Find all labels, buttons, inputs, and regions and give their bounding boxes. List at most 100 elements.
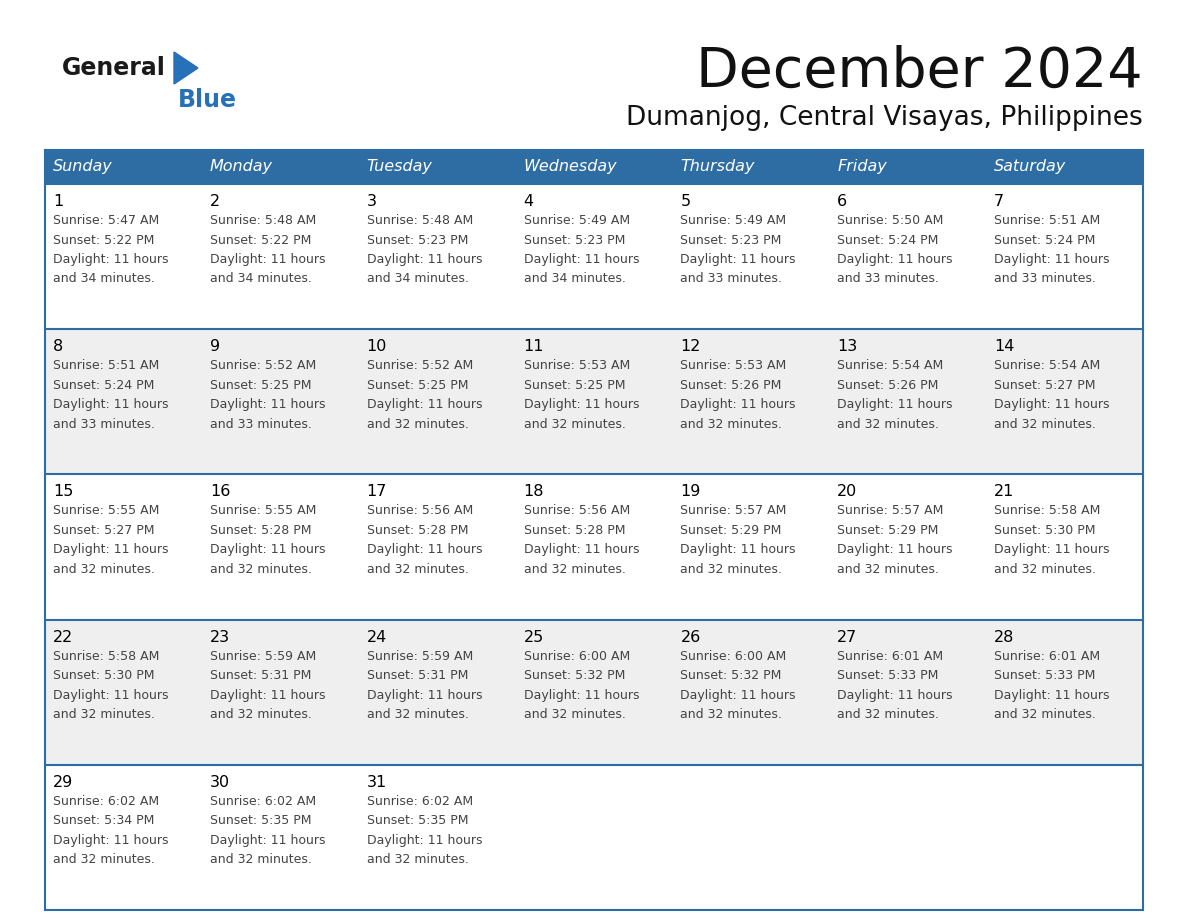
Text: Daylight: 11 hours: Daylight: 11 hours xyxy=(681,543,796,556)
Text: Daylight: 11 hours: Daylight: 11 hours xyxy=(367,834,482,846)
Text: Daylight: 11 hours: Daylight: 11 hours xyxy=(524,688,639,701)
Text: and 33 minutes.: and 33 minutes. xyxy=(838,273,940,285)
Text: and 32 minutes.: and 32 minutes. xyxy=(524,418,625,431)
Bar xyxy=(45,765,202,910)
Text: Sunset: 5:30 PM: Sunset: 5:30 PM xyxy=(994,524,1095,537)
Text: 6: 6 xyxy=(838,194,847,209)
Text: and 32 minutes.: and 32 minutes. xyxy=(681,563,783,576)
Text: and 32 minutes.: and 32 minutes. xyxy=(367,563,468,576)
Text: 1: 1 xyxy=(53,194,63,209)
Text: Sunset: 5:31 PM: Sunset: 5:31 PM xyxy=(367,669,468,682)
Text: Sunrise: 5:56 AM: Sunrise: 5:56 AM xyxy=(367,504,473,518)
Text: and 32 minutes.: and 32 minutes. xyxy=(994,563,1097,576)
Text: Blue: Blue xyxy=(178,88,236,112)
Text: and 32 minutes.: and 32 minutes. xyxy=(994,418,1097,431)
Bar xyxy=(45,150,202,184)
Text: Sunrise: 5:47 AM: Sunrise: 5:47 AM xyxy=(53,214,159,227)
Bar xyxy=(672,620,829,765)
Text: and 33 minutes.: and 33 minutes. xyxy=(681,273,783,285)
Text: 22: 22 xyxy=(53,630,74,644)
Bar xyxy=(516,184,672,330)
Bar xyxy=(202,475,359,620)
Polygon shape xyxy=(173,52,198,84)
Text: 12: 12 xyxy=(681,339,701,354)
Text: Daylight: 11 hours: Daylight: 11 hours xyxy=(53,398,169,411)
Bar xyxy=(672,184,829,330)
Text: and 34 minutes.: and 34 minutes. xyxy=(210,273,311,285)
Text: 25: 25 xyxy=(524,630,544,644)
Text: 8: 8 xyxy=(53,339,63,354)
Text: 31: 31 xyxy=(367,775,387,789)
Text: Sunrise: 5:48 AM: Sunrise: 5:48 AM xyxy=(210,214,316,227)
Bar xyxy=(45,475,202,620)
Text: Daylight: 11 hours: Daylight: 11 hours xyxy=(524,543,639,556)
Text: Sunset: 5:31 PM: Sunset: 5:31 PM xyxy=(210,669,311,682)
Bar xyxy=(359,620,516,765)
Text: Daylight: 11 hours: Daylight: 11 hours xyxy=(53,834,169,846)
Text: and 32 minutes.: and 32 minutes. xyxy=(210,854,311,867)
Text: Saturday: Saturday xyxy=(994,160,1067,174)
Text: Sunset: 5:22 PM: Sunset: 5:22 PM xyxy=(210,233,311,247)
Text: Daylight: 11 hours: Daylight: 11 hours xyxy=(210,834,326,846)
Text: Sunrise: 6:01 AM: Sunrise: 6:01 AM xyxy=(994,650,1100,663)
Text: Sunset: 5:27 PM: Sunset: 5:27 PM xyxy=(53,524,154,537)
Text: and 32 minutes.: and 32 minutes. xyxy=(210,708,311,722)
Text: Daylight: 11 hours: Daylight: 11 hours xyxy=(838,543,953,556)
Bar xyxy=(829,150,986,184)
Text: 28: 28 xyxy=(994,630,1015,644)
Text: 24: 24 xyxy=(367,630,387,644)
Text: Monday: Monday xyxy=(210,160,273,174)
Text: Sunset: 5:32 PM: Sunset: 5:32 PM xyxy=(524,669,625,682)
Text: 18: 18 xyxy=(524,485,544,499)
Text: Daylight: 11 hours: Daylight: 11 hours xyxy=(367,543,482,556)
Text: Daylight: 11 hours: Daylight: 11 hours xyxy=(838,398,953,411)
Text: Daylight: 11 hours: Daylight: 11 hours xyxy=(994,543,1110,556)
Text: and 32 minutes.: and 32 minutes. xyxy=(838,563,940,576)
Text: Sunset: 5:32 PM: Sunset: 5:32 PM xyxy=(681,669,782,682)
Text: Sunrise: 5:59 AM: Sunrise: 5:59 AM xyxy=(210,650,316,663)
Text: and 32 minutes.: and 32 minutes. xyxy=(524,563,625,576)
Text: 13: 13 xyxy=(838,339,858,354)
Text: and 32 minutes.: and 32 minutes. xyxy=(53,563,154,576)
Text: and 32 minutes.: and 32 minutes. xyxy=(524,708,625,722)
Bar xyxy=(829,184,986,330)
Text: Sunrise: 5:52 AM: Sunrise: 5:52 AM xyxy=(210,359,316,372)
Text: Sunset: 5:30 PM: Sunset: 5:30 PM xyxy=(53,669,154,682)
Bar xyxy=(516,150,672,184)
Bar xyxy=(986,475,1143,620)
Text: Tuesday: Tuesday xyxy=(367,160,432,174)
Text: 26: 26 xyxy=(681,630,701,644)
Text: and 34 minutes.: and 34 minutes. xyxy=(524,273,625,285)
Text: Daylight: 11 hours: Daylight: 11 hours xyxy=(367,253,482,266)
Text: Sunrise: 6:02 AM: Sunrise: 6:02 AM xyxy=(210,795,316,808)
Text: and 32 minutes.: and 32 minutes. xyxy=(53,854,154,867)
Bar xyxy=(672,330,829,475)
Text: Sunset: 5:29 PM: Sunset: 5:29 PM xyxy=(681,524,782,537)
Text: Sunrise: 5:49 AM: Sunrise: 5:49 AM xyxy=(681,214,786,227)
Text: 27: 27 xyxy=(838,630,858,644)
Text: Sunrise: 5:54 AM: Sunrise: 5:54 AM xyxy=(994,359,1100,372)
Text: Daylight: 11 hours: Daylight: 11 hours xyxy=(210,253,326,266)
Text: Sunset: 5:28 PM: Sunset: 5:28 PM xyxy=(210,524,311,537)
Text: Daylight: 11 hours: Daylight: 11 hours xyxy=(994,688,1110,701)
Text: and 32 minutes.: and 32 minutes. xyxy=(367,708,468,722)
Text: Sunset: 5:29 PM: Sunset: 5:29 PM xyxy=(838,524,939,537)
Text: Daylight: 11 hours: Daylight: 11 hours xyxy=(53,253,169,266)
Bar xyxy=(672,475,829,620)
Text: Sunrise: 6:01 AM: Sunrise: 6:01 AM xyxy=(838,650,943,663)
Text: Daylight: 11 hours: Daylight: 11 hours xyxy=(210,398,326,411)
Bar xyxy=(202,620,359,765)
Bar xyxy=(359,150,516,184)
Text: Thursday: Thursday xyxy=(681,160,754,174)
Text: and 32 minutes.: and 32 minutes. xyxy=(838,708,940,722)
Text: Sunset: 5:24 PM: Sunset: 5:24 PM xyxy=(994,233,1095,247)
Bar xyxy=(986,330,1143,475)
Text: Sunset: 5:23 PM: Sunset: 5:23 PM xyxy=(367,233,468,247)
Text: Daylight: 11 hours: Daylight: 11 hours xyxy=(53,688,169,701)
Bar xyxy=(202,150,359,184)
Text: and 32 minutes.: and 32 minutes. xyxy=(681,708,783,722)
Bar xyxy=(986,184,1143,330)
Bar xyxy=(45,330,202,475)
Text: Sunrise: 6:02 AM: Sunrise: 6:02 AM xyxy=(53,795,159,808)
Bar xyxy=(202,330,359,475)
